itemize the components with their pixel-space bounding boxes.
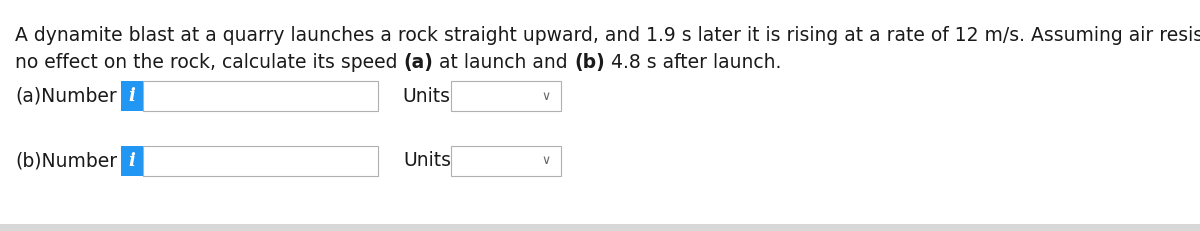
Text: (a): (a) bbox=[403, 53, 433, 72]
Bar bbox=[121, 81, 143, 111]
Text: Units: Units bbox=[403, 86, 451, 106]
Text: Units: Units bbox=[403, 152, 451, 170]
Bar bbox=[143, 81, 378, 111]
Bar bbox=[121, 146, 143, 176]
Bar bbox=[451, 146, 562, 176]
Text: at launch and: at launch and bbox=[433, 53, 574, 72]
Bar bbox=[451, 81, 560, 111]
Text: ∨: ∨ bbox=[541, 155, 551, 167]
Text: (b)Number: (b)Number bbox=[14, 152, 118, 170]
Text: A dynamite blast at a quarry launches a rock straight upward, and 1.9 s later it: A dynamite blast at a quarry launches a … bbox=[14, 26, 1200, 45]
Text: i: i bbox=[128, 152, 136, 170]
Text: (a)Number: (a)Number bbox=[14, 86, 116, 106]
Text: 4.8 s after launch.: 4.8 s after launch. bbox=[605, 53, 781, 72]
Text: i: i bbox=[128, 87, 136, 105]
Text: ∨: ∨ bbox=[541, 89, 551, 103]
Text: no effect on the rock, calculate its speed: no effect on the rock, calculate its spe… bbox=[14, 53, 403, 72]
Bar bbox=[143, 146, 378, 176]
Bar bbox=[0, 224, 1200, 231]
Text: (b): (b) bbox=[574, 53, 605, 72]
